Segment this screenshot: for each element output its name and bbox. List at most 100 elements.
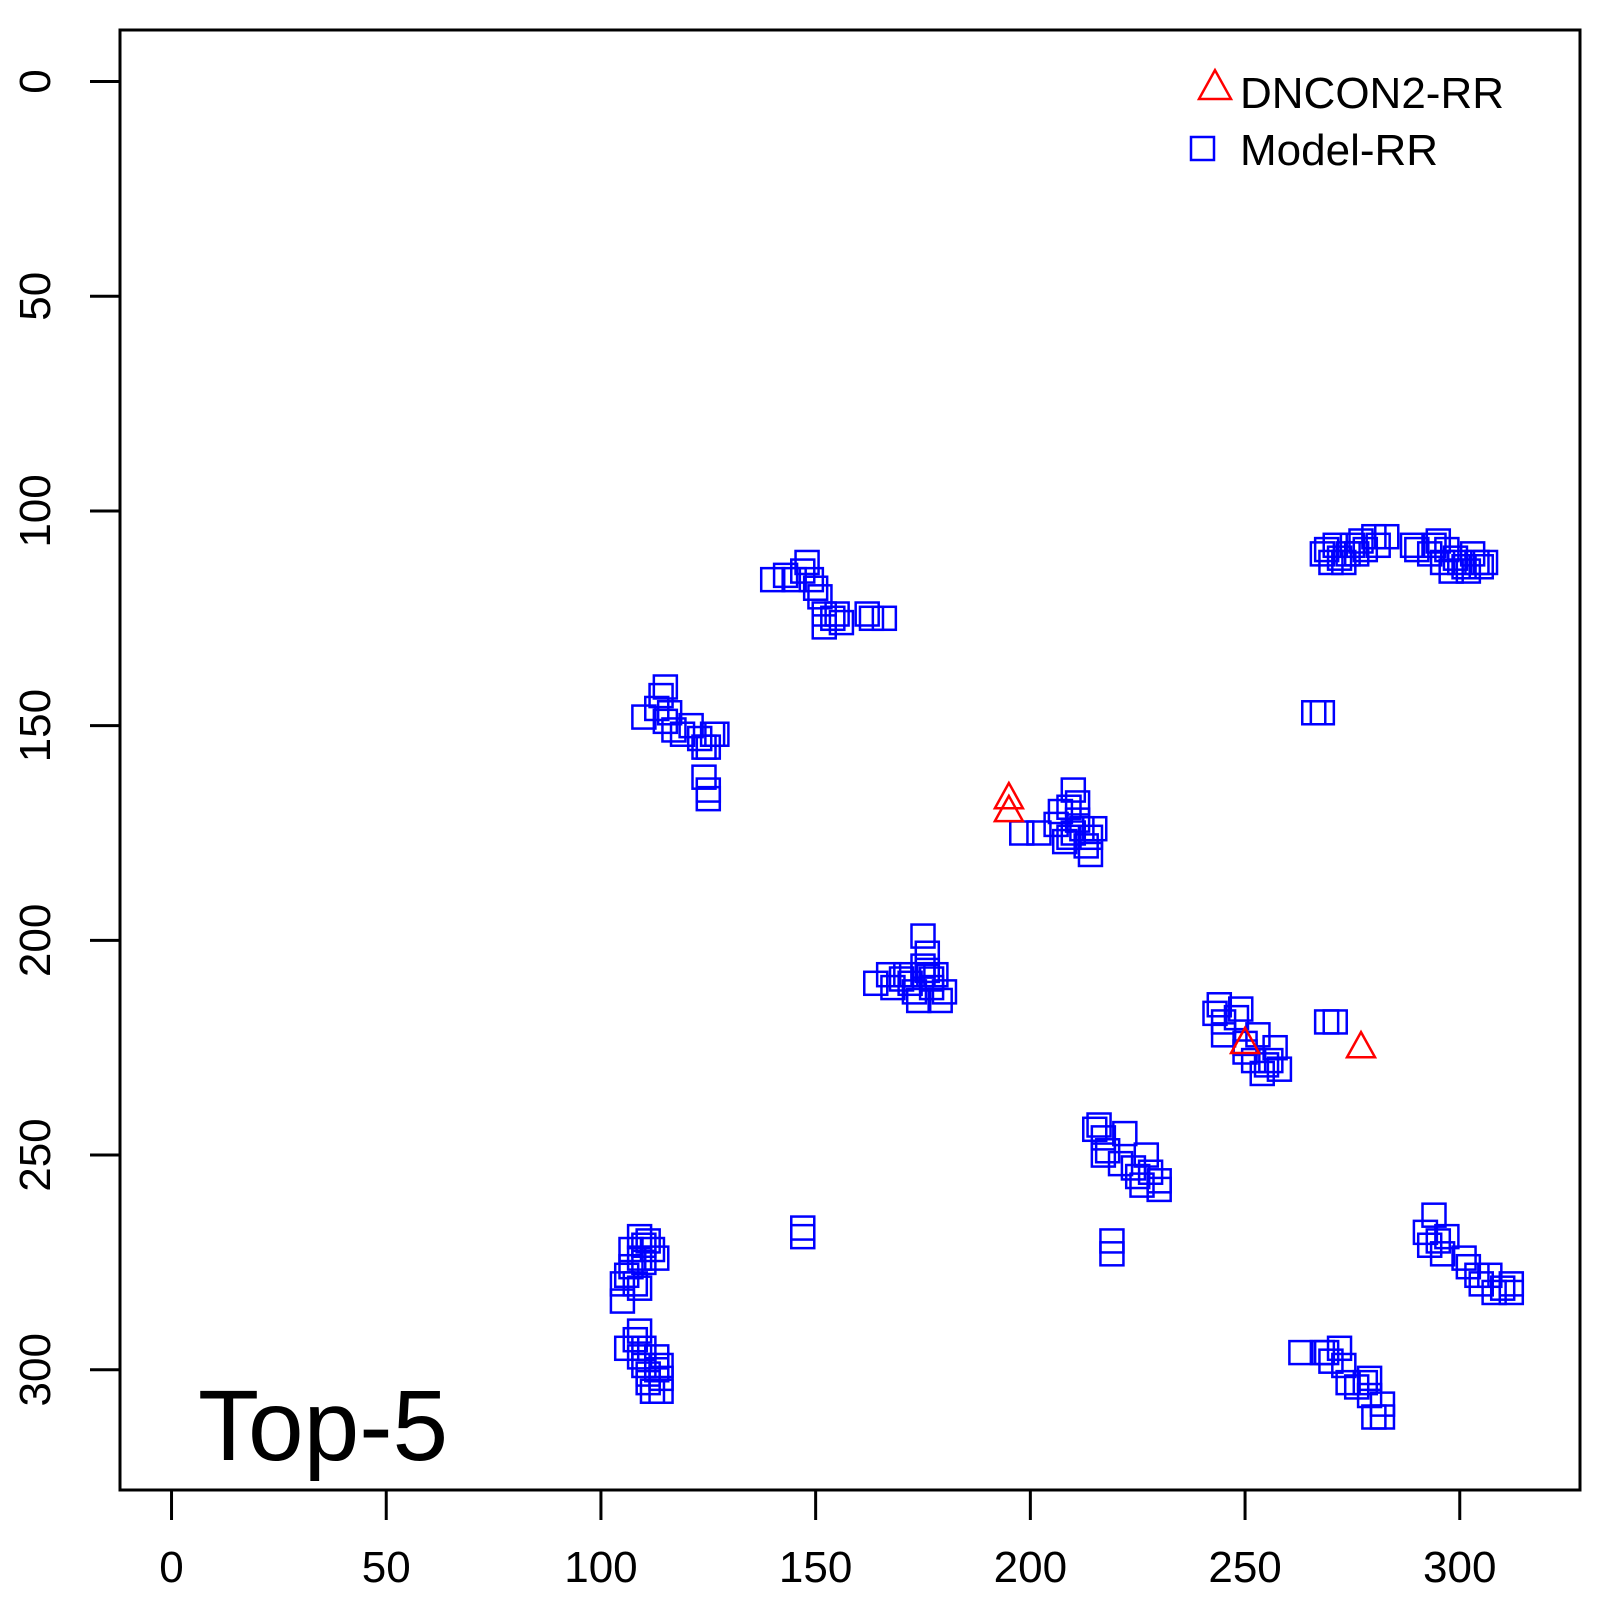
- model-rr-point: [1434, 536, 1460, 563]
- model-rr-point: [1348, 528, 1374, 554]
- model-rr-point: [1352, 1369, 1379, 1396]
- model-rr-point: [802, 575, 829, 601]
- model-rr-point: [918, 966, 945, 992]
- model-rr-point: [1082, 815, 1108, 842]
- y-tick-label: 200: [11, 904, 60, 977]
- model-rr-point: [1361, 523, 1387, 550]
- model-rr-point: [1313, 1009, 1340, 1035]
- model-rr-point: [626, 1275, 653, 1301]
- model-rr-point: [1451, 554, 1477, 580]
- model-rr-point: [1429, 549, 1456, 576]
- model-rr-point: [626, 1223, 653, 1250]
- model-rr-point: [1369, 1404, 1396, 1430]
- model-rr-point: [854, 601, 880, 627]
- model-rr-point: [609, 1271, 636, 1297]
- model-rr-point: [1318, 549, 1344, 576]
- model-rr-point: [811, 601, 837, 627]
- model-rr-point: [1047, 798, 1074, 825]
- model-rr-point: [618, 1253, 644, 1280]
- model-rr-point: [656, 700, 683, 726]
- model-rr-point: [1073, 833, 1099, 859]
- model-rr-point: [644, 1245, 670, 1271]
- model-rr-point: [1082, 1116, 1108, 1143]
- y-tick-label: 100: [11, 474, 60, 547]
- y-tick-label: 250: [11, 1118, 60, 1191]
- model-rr-point: [1309, 700, 1336, 726]
- model-rr-point: [648, 1365, 674, 1392]
- model-rr-point: [613, 1335, 640, 1362]
- model-rr-point: [1365, 532, 1391, 559]
- model-rr-point: [626, 1318, 653, 1344]
- model-rr-point: [1361, 1404, 1387, 1430]
- model-rr-point: [927, 987, 953, 1014]
- model-rr-point: [1043, 811, 1069, 838]
- model-rr-point: [875, 961, 902, 988]
- model-rr-point: [1369, 1391, 1396, 1417]
- x-tick-label: 100: [564, 1543, 637, 1592]
- model-rr-point: [626, 1245, 653, 1271]
- model-rr-point: [1425, 528, 1452, 554]
- model-rr-point: [1313, 1339, 1340, 1366]
- model-rr-point: [1343, 541, 1370, 567]
- model-rr-point: [1318, 1348, 1344, 1374]
- model-rr-point: [1262, 1034, 1288, 1061]
- model-rr-point: [1223, 1004, 1250, 1031]
- model-rr-point: [1356, 1365, 1383, 1392]
- model-rr-point: [897, 970, 923, 997]
- model-rr-point: [1313, 536, 1340, 563]
- model-rr-point: [622, 1271, 649, 1297]
- model-rr-point: [820, 605, 846, 632]
- model-rr-point: [1416, 541, 1443, 567]
- model-rr-point: [905, 987, 932, 1014]
- model-rr-point: [1129, 1172, 1155, 1198]
- x-tick-label: 50: [362, 1543, 411, 1592]
- x-tick-label: 300: [1423, 1543, 1496, 1592]
- model-rr-point: [1309, 541, 1336, 567]
- model-rr-point: [893, 961, 919, 988]
- model-rr-point: [661, 717, 687, 743]
- model-rr-point: [1425, 1228, 1452, 1254]
- model-rr-point: [1472, 549, 1499, 576]
- model-rr-point: [631, 1249, 657, 1276]
- model-rr-point: [1124, 1163, 1151, 1190]
- model-rr-point: [631, 1335, 657, 1362]
- model-rr-point: [639, 1236, 666, 1263]
- model-rr-point: [1322, 1009, 1348, 1035]
- dncon2-rr-point: [992, 780, 1026, 810]
- model-rr-point: [1451, 1245, 1477, 1271]
- model-rr-point: [807, 584, 833, 610]
- model-rr-point: [1339, 532, 1366, 559]
- model-rr-point: [1356, 1382, 1383, 1409]
- model-rr-point: [1434, 1223, 1460, 1250]
- model-rr-point: [1331, 1352, 1357, 1379]
- model-rr-point: [1459, 541, 1486, 567]
- model-rr-point: [631, 1232, 657, 1258]
- model-rr-point: [1464, 1262, 1490, 1289]
- model-rr-point: [1086, 1112, 1112, 1138]
- model-rr-point: [1489, 1275, 1516, 1301]
- model-rr-point: [931, 979, 958, 1005]
- model-rr-point: [1240, 1047, 1267, 1074]
- model-rr-point: [1090, 1125, 1117, 1151]
- panel-label: Top-5: [198, 1370, 448, 1482]
- model-rr-point: [1099, 1241, 1125, 1267]
- model-rr-point: [1094, 1138, 1121, 1164]
- model-rr-point: [648, 1378, 674, 1404]
- model-rr-point: [678, 712, 704, 739]
- model-rr-point: [794, 549, 820, 576]
- x-tick-label: 0: [159, 1543, 183, 1592]
- model-rr-point: [648, 1352, 674, 1379]
- model-rr-point: [1416, 1232, 1443, 1258]
- model-rr-point: [644, 695, 670, 722]
- model-rr-point: [1468, 554, 1494, 580]
- model-rr-point: [1069, 815, 1095, 842]
- model-rr-point: [669, 721, 696, 747]
- model-rr-point: [1146, 1176, 1172, 1203]
- x-tick-label: 150: [779, 1543, 852, 1592]
- model-rr-point: [635, 1369, 661, 1396]
- model-rr-point: [631, 1352, 657, 1379]
- model-rr-point: [1056, 794, 1082, 820]
- legend-triangle-icon: [1196, 67, 1234, 101]
- model-rr-point: [1438, 558, 1464, 584]
